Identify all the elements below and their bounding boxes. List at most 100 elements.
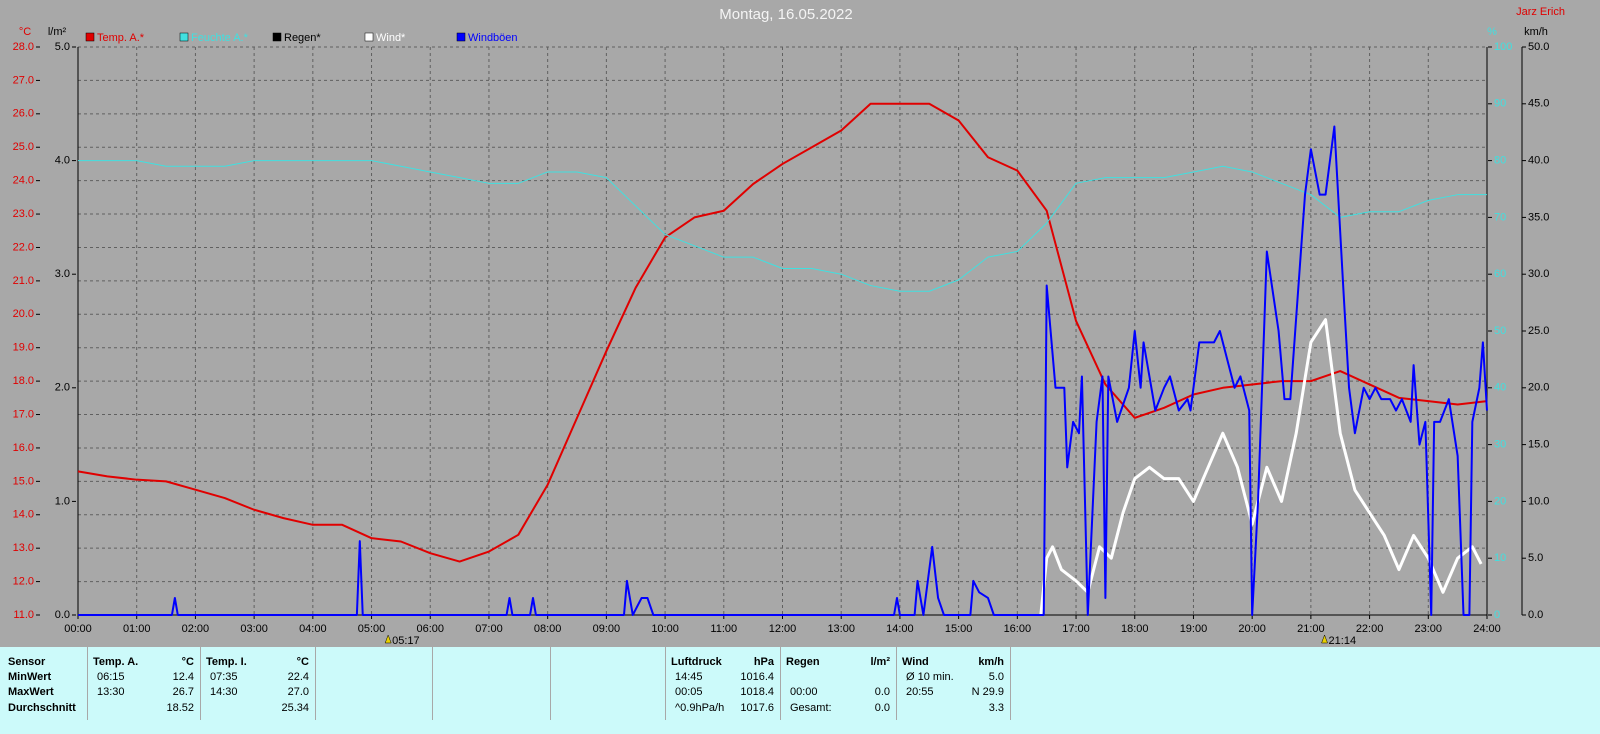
x-tick-label: 16:00 bbox=[1004, 623, 1032, 635]
y-tick-label: 100 bbox=[1494, 41, 1512, 53]
y-tick-label: 13.0 bbox=[13, 542, 34, 554]
cell-value: 3.3 bbox=[988, 702, 1004, 714]
x-tick-label: 10:00 bbox=[651, 623, 679, 635]
y-tick-label: 4.0 bbox=[55, 155, 70, 167]
divider bbox=[200, 647, 201, 720]
cell-value: 1018.4 bbox=[740, 686, 774, 698]
y-tick-label: 12.0 bbox=[13, 575, 34, 587]
divider bbox=[896, 647, 897, 720]
legend-label: Regen* bbox=[284, 32, 321, 44]
cell-label: 06:15 bbox=[97, 671, 125, 683]
sun-marker bbox=[1321, 634, 1328, 644]
y-tick-label: 11.0 bbox=[13, 609, 34, 621]
y-tick-label: 23.0 bbox=[13, 208, 34, 220]
stats-table: Sensor MinWert MaxWert Durchschnitt Temp. A.… bbox=[0, 647, 1600, 734]
divider bbox=[315, 647, 316, 720]
x-tick-label: 04:00 bbox=[299, 623, 327, 635]
y-tick-label: 25.0 bbox=[13, 141, 34, 153]
y-tick-label: 80 bbox=[1494, 155, 1506, 167]
row-label: MaxWert bbox=[8, 686, 54, 698]
series-line bbox=[1039, 318, 1483, 616]
x-tick-label: 11:00 bbox=[710, 623, 737, 635]
y-tick-label: 10.0 bbox=[1528, 495, 1549, 507]
x-tick-label: 22:00 bbox=[1356, 623, 1384, 635]
y-tick-label: 50.0 bbox=[1528, 41, 1549, 53]
y-tick-label: 27.0 bbox=[13, 74, 34, 86]
y-tick-label: 35.0 bbox=[1528, 211, 1549, 223]
row-label: Sensor bbox=[8, 656, 46, 668]
x-tick-label: 12:00 bbox=[769, 623, 797, 635]
cell-value: 25.34 bbox=[281, 702, 309, 714]
cell-label: Gesamt: bbox=[790, 702, 832, 714]
cell-label: 14:30 bbox=[210, 686, 238, 698]
x-tick-label: 02:00 bbox=[182, 623, 210, 635]
x-tick-label: 06:00 bbox=[416, 623, 444, 635]
divider bbox=[550, 647, 551, 720]
x-tick-label: 23:00 bbox=[1415, 623, 1443, 635]
column-header: Regen bbox=[786, 656, 820, 668]
cell-label: 07:35 bbox=[210, 671, 238, 683]
cell-value: 0.0 bbox=[874, 686, 890, 698]
cell-value: 5.0 bbox=[988, 671, 1004, 683]
x-tick-label: 14:00 bbox=[886, 623, 914, 635]
y-tick-label: 60 bbox=[1494, 268, 1506, 280]
y-tick-label: 26.0 bbox=[13, 108, 34, 120]
column-unit: l/m² bbox=[870, 656, 890, 668]
cell-value: 1016.4 bbox=[740, 671, 774, 683]
y-tick-label: 5.0 bbox=[1528, 552, 1543, 564]
y-tick-label: 21.0 bbox=[13, 275, 34, 287]
chart-title: Montag, 16.05.2022 bbox=[719, 6, 852, 23]
x-tick-label: 19:00 bbox=[1180, 623, 1208, 635]
row-label: Durchschnitt bbox=[8, 702, 76, 714]
series-line bbox=[78, 125, 1488, 616]
cell-value: N 29.9 bbox=[971, 686, 1004, 698]
cell-value: 12.4 bbox=[172, 671, 194, 683]
cell-label: 13:30 bbox=[97, 686, 125, 698]
cell-value: 26.7 bbox=[172, 686, 194, 698]
divider bbox=[87, 647, 88, 720]
y-tick-label: 10 bbox=[1494, 552, 1506, 564]
y-tick-label: 70 bbox=[1494, 211, 1506, 223]
y-tick-label: 40.0 bbox=[1528, 155, 1549, 167]
divider bbox=[1010, 647, 1011, 720]
y-tick-label: 15.0 bbox=[13, 475, 34, 487]
cell-label: Ø 10 min. bbox=[906, 671, 954, 683]
y-tick-label: 5.0 bbox=[55, 41, 70, 53]
x-tick-label: 00:00 bbox=[64, 623, 92, 635]
column-header: Wind bbox=[902, 656, 929, 668]
legend-swatch bbox=[456, 32, 466, 42]
y-axis-unit: °C bbox=[19, 26, 31, 38]
y-tick-label: 22.0 bbox=[13, 241, 34, 253]
y-tick-label: 24.0 bbox=[13, 175, 34, 187]
cell-value: 22.4 bbox=[287, 671, 309, 683]
y-tick-label: 14.0 bbox=[13, 509, 34, 521]
y-tick-label: 0 bbox=[1494, 609, 1500, 621]
y-tick-label: 19.0 bbox=[13, 342, 34, 354]
legend-swatch bbox=[85, 32, 95, 42]
y-tick-label: 45.0 bbox=[1528, 98, 1549, 110]
legend-label: Windböen bbox=[468, 32, 518, 44]
y-tick-label: 25.0 bbox=[1528, 325, 1549, 337]
column-header: Temp. I. bbox=[206, 656, 247, 668]
legend-label: Feuchte A.* bbox=[191, 32, 249, 44]
annotation: 21:14 bbox=[1329, 635, 1357, 647]
x-tick-label: 07:00 bbox=[475, 623, 503, 635]
sun-marker bbox=[384, 634, 392, 644]
series-line bbox=[78, 160, 1487, 292]
legend-swatch bbox=[364, 32, 374, 42]
y3-axis-unit: l/m² bbox=[48, 26, 67, 38]
author: Jarz Erich bbox=[1516, 6, 1565, 18]
y-tick-label: 28.0 bbox=[13, 41, 34, 53]
x-tick-label: 18:00 bbox=[1121, 623, 1149, 635]
legend-label: Wind* bbox=[376, 32, 406, 44]
y-tick-label: 16.0 bbox=[13, 442, 34, 454]
x-tick-label: 21:00 bbox=[1297, 623, 1325, 635]
y-tick-label: 3.0 bbox=[55, 268, 70, 280]
x-tick-label: 17:00 bbox=[1062, 623, 1090, 635]
x-tick-label: 20:00 bbox=[1238, 623, 1266, 635]
cell-value: 0.0 bbox=[874, 702, 890, 714]
x-tick-label: 13:00 bbox=[827, 623, 855, 635]
column-header: Luftdruck bbox=[671, 656, 722, 668]
cell-value: 27.0 bbox=[287, 686, 309, 698]
